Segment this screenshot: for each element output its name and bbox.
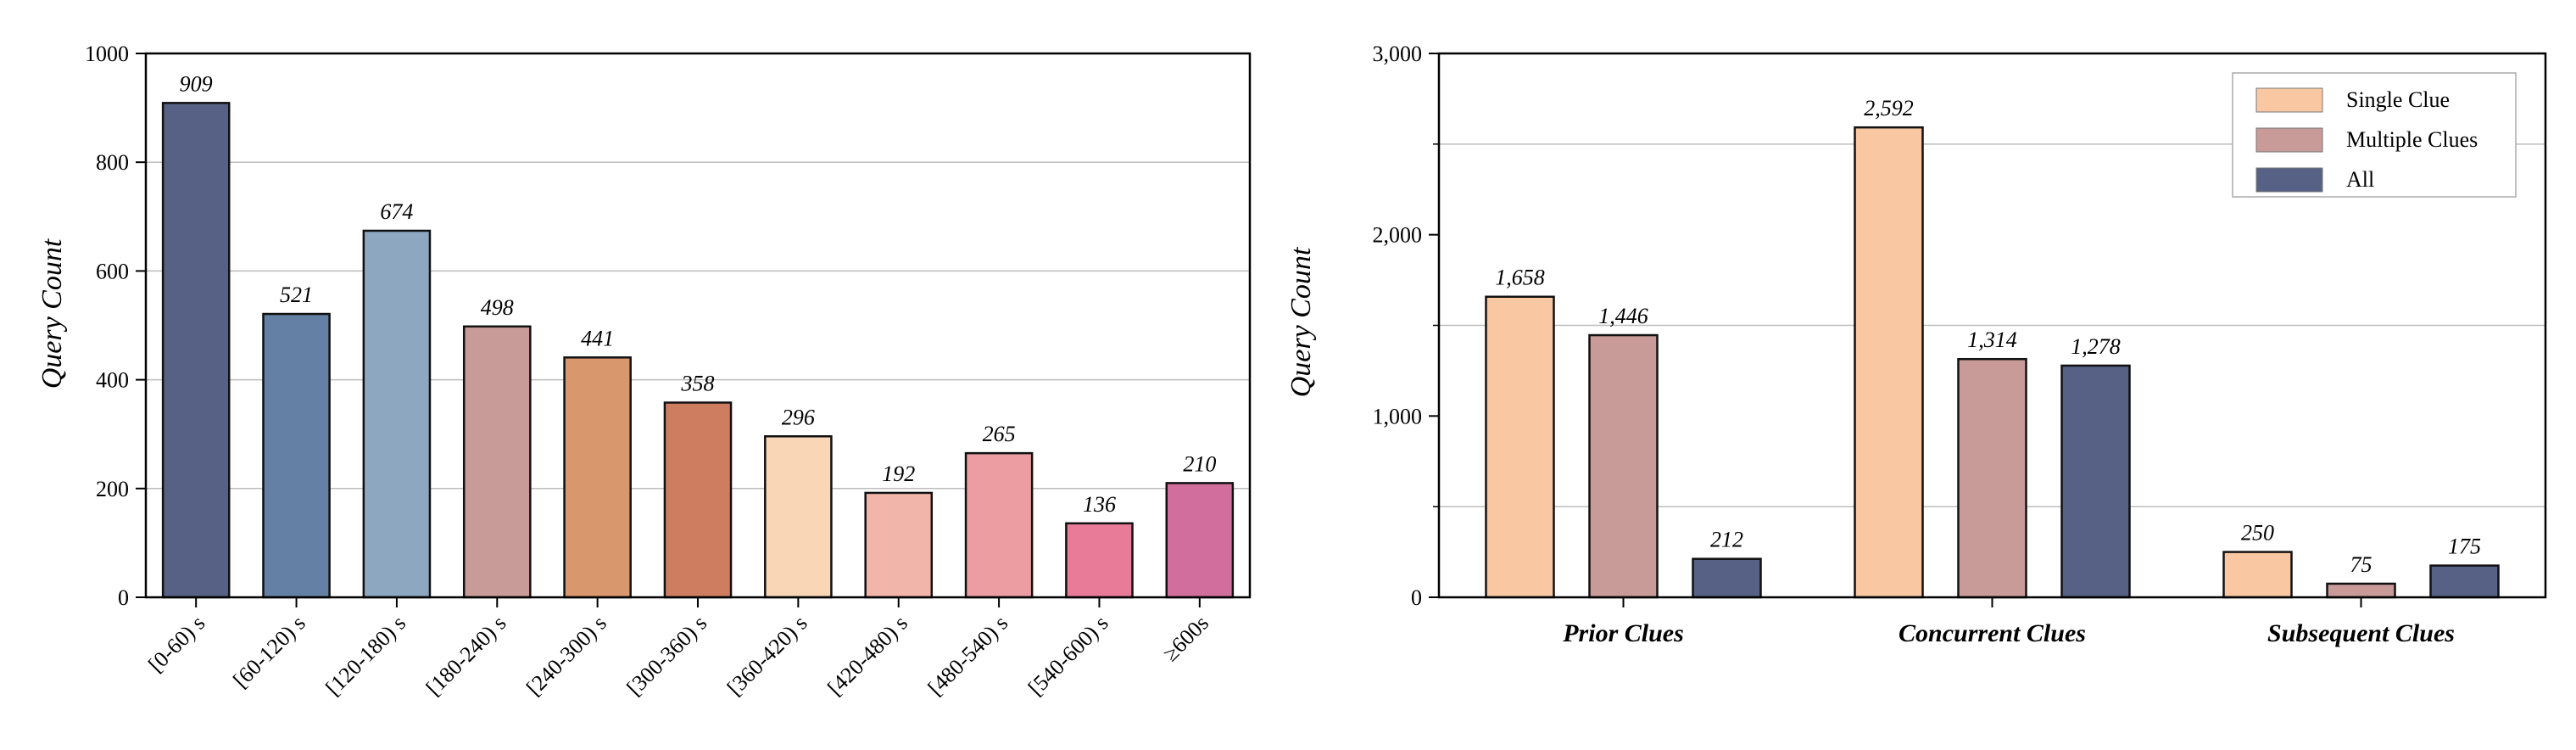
chart1-bar xyxy=(1065,522,1134,599)
chart1-bar xyxy=(362,229,432,599)
chart2-value-label: 175 xyxy=(2448,535,2481,559)
chart2-ytick-label: 3,000 xyxy=(1373,42,1423,66)
chart1-value-label: 265 xyxy=(983,422,1016,446)
chart2-value-label: 212 xyxy=(1710,528,1743,552)
chart1-value-label: 441 xyxy=(581,326,614,350)
chart1-ytick-label: 800 xyxy=(96,150,129,175)
chart2-legend-label: All xyxy=(2346,167,2374,192)
chart2-bar xyxy=(1957,357,2027,599)
chart1-bar xyxy=(663,401,733,599)
chart1-xtick-label: [60-120) s xyxy=(228,611,310,693)
chart1-bar xyxy=(161,102,231,599)
chart1-xtick-label: [540-600) s xyxy=(1023,611,1113,701)
chart2-bar xyxy=(1588,333,1659,599)
chart1-xtick-label: [480-540) s xyxy=(923,611,1013,701)
chart2-value-label: 250 xyxy=(2241,521,2274,546)
chart1-bar xyxy=(563,356,632,599)
chart2-bar xyxy=(1485,295,1555,599)
chart2-value-label: 1,278 xyxy=(2071,334,2121,359)
chart2-value-label: 75 xyxy=(2350,552,2372,577)
chart2-ylabel: Query Count xyxy=(1285,246,1317,397)
chart1-xtick-label: [360-420) s xyxy=(722,611,812,701)
chart1-value-label: 358 xyxy=(681,372,715,396)
chart2-bar xyxy=(2060,364,2131,599)
chart2-legend-swatch xyxy=(2255,167,2323,193)
chart2-legend-swatch xyxy=(2255,87,2323,113)
chart-clues: Query Count 0 1,000 2,000 3,000 1,658 1,446 21… xyxy=(1285,42,2547,647)
chart1-ytick-label: 600 xyxy=(96,259,129,283)
chart2-legend-swatch xyxy=(2255,127,2323,153)
chart2-bar xyxy=(2326,582,2396,599)
chart1-bar xyxy=(262,312,331,599)
chart1-bar xyxy=(964,451,1034,599)
chart1-value-label: 296 xyxy=(782,405,815,429)
chart1-bar xyxy=(1165,482,1235,599)
chart1-xtick-label: [420-480) s xyxy=(822,611,912,701)
chart1-ylabel: Query Count xyxy=(36,238,68,389)
chart1-bar xyxy=(462,325,532,599)
chart2-bar xyxy=(2222,551,2293,599)
chart1-value-label: 192 xyxy=(882,462,915,486)
chart1-xtick-label: [240-300) s xyxy=(521,611,611,701)
chart2-ytick-label: 2,000 xyxy=(1373,223,1423,248)
chart1-bar xyxy=(864,491,934,599)
chart2-group-label: Concurrent Clues xyxy=(1899,619,2086,647)
chart1-frame xyxy=(144,52,1252,599)
chart1-value-label: 210 xyxy=(1183,451,1216,476)
chart1-xtick-label: ≥600s xyxy=(1158,611,1213,666)
chart2-bar xyxy=(1692,557,1762,599)
chart2-legend-label: Single Clue xyxy=(2346,87,2450,112)
chart2-group-label: Prior Clues xyxy=(1562,619,1684,647)
chart2-value-label: 1,446 xyxy=(1598,304,1648,328)
chart1-value-label: 498 xyxy=(481,295,514,320)
chart1-xtick-label: [180-240) s xyxy=(421,611,511,701)
chart1-xtick-label: [300-360) s xyxy=(622,611,711,701)
chart2-value-label: 1,658 xyxy=(1495,266,1545,290)
chart1-ytick-label: 0 xyxy=(118,585,129,610)
chart2-legend-label: Multiple Clues xyxy=(2346,127,2478,152)
chart1-xtick-label: [0-60) s xyxy=(143,611,209,677)
chart2-group-label: Subsequent Clues xyxy=(2267,619,2455,647)
chart1-ytick-label: 1000 xyxy=(85,42,129,66)
chart1-value-label: 909 xyxy=(180,71,213,96)
chart-duration: Query Count 0 200 400 600 800 1000 909 [0-60) s… xyxy=(36,42,1252,701)
chart2-bar xyxy=(2429,564,2500,599)
chart2-ytick-label: 1,000 xyxy=(1373,404,1423,428)
chart1-value-label: 521 xyxy=(280,283,313,307)
chart1-ytick-label: 400 xyxy=(96,368,129,393)
chart1-value-label: 136 xyxy=(1083,492,1116,517)
chart1-xtick-label: [120-180) s xyxy=(321,611,410,701)
chart1-ytick-label: 200 xyxy=(96,477,129,501)
chart1-value-label: 674 xyxy=(380,199,413,224)
chart1-bar xyxy=(764,435,833,599)
chart2-value-label: 2,592 xyxy=(1864,96,1914,120)
chart2-value-label: 1,314 xyxy=(1967,327,2017,352)
chart2-frame xyxy=(1437,52,2547,599)
chart2-ytick-label: 0 xyxy=(1411,585,1422,610)
chart2-bar xyxy=(1854,126,1924,599)
